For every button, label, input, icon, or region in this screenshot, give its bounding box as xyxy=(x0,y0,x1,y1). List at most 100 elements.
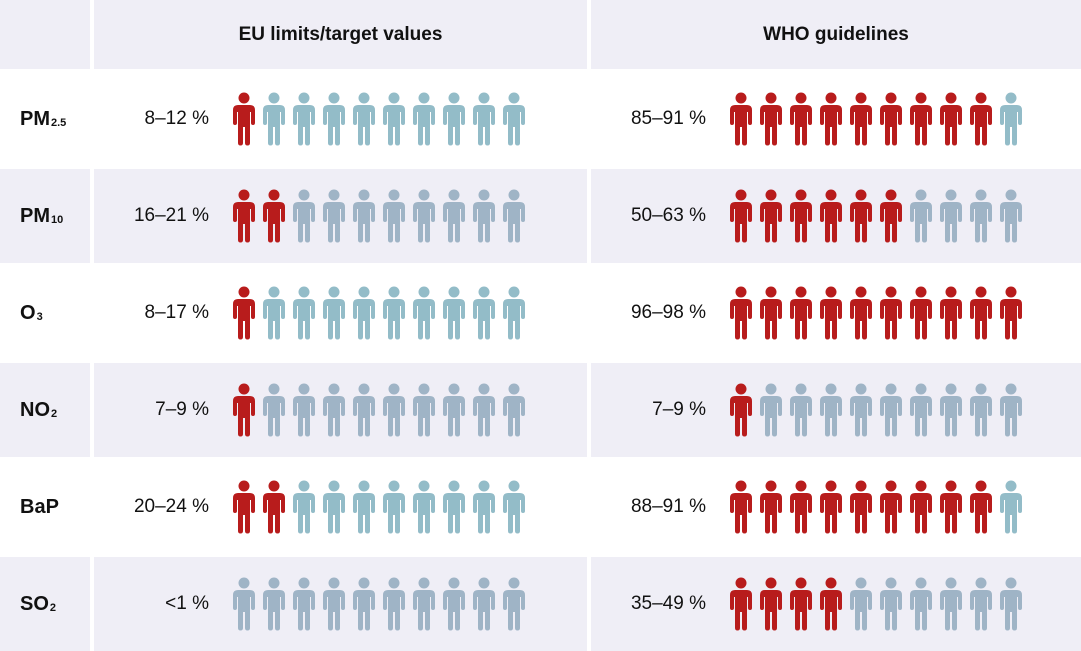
person-icon-unaffected xyxy=(1000,383,1022,437)
person-icon-unaffected xyxy=(503,189,525,243)
person-icon-affected xyxy=(970,92,992,146)
who-percentage-label: 96–98 % xyxy=(630,302,706,323)
who-cell: 7–9 % xyxy=(591,363,1081,457)
person-icon-unaffected xyxy=(970,383,992,437)
person-icon-unaffected xyxy=(910,189,932,243)
person-icon-affected xyxy=(263,480,285,534)
person-icon-unaffected xyxy=(503,286,525,340)
eu-percentage-label: 16–21 % xyxy=(133,205,209,226)
person-icon-affected xyxy=(820,286,842,340)
person-icon-unaffected xyxy=(760,383,782,437)
person-icon-affected xyxy=(760,92,782,146)
eu-percentage-label: 8–12 % xyxy=(144,108,209,129)
person-icon-affected xyxy=(820,92,842,146)
person-icon-unaffected xyxy=(443,480,465,534)
person-icon-unaffected xyxy=(383,92,405,146)
pollutant-subscript: 2 xyxy=(51,408,58,420)
person-icon-affected xyxy=(850,286,872,340)
person-icon-unaffected xyxy=(413,480,435,534)
person-icon-affected xyxy=(790,189,812,243)
person-icon-affected xyxy=(730,577,752,631)
pollutant-name: SO xyxy=(20,592,49,615)
person-icon-unaffected xyxy=(353,480,375,534)
person-icon-unaffected xyxy=(910,383,932,437)
person-icon-unaffected xyxy=(413,286,435,340)
pollutant-label: PM 2.5 xyxy=(0,72,90,166)
person-icon-unaffected xyxy=(473,480,495,534)
person-icon-unaffected xyxy=(383,189,405,243)
person-icon-affected xyxy=(880,286,902,340)
person-icon-affected xyxy=(790,577,812,631)
person-icon-affected xyxy=(233,286,255,340)
person-icon-affected xyxy=(760,286,782,340)
who-pictogram xyxy=(726,286,1026,340)
person-icon-unaffected xyxy=(1000,480,1022,534)
person-icon-affected xyxy=(970,286,992,340)
person-icon-unaffected xyxy=(910,577,932,631)
person-icon-unaffected xyxy=(323,286,345,340)
person-icon-unaffected xyxy=(323,480,345,534)
pollutant-subscript: 2.5 xyxy=(51,117,67,129)
person-icon-unaffected xyxy=(413,383,435,437)
person-icon-affected xyxy=(233,480,255,534)
pollutant-name: NO xyxy=(20,398,50,421)
pollutant-label: BaP xyxy=(0,460,90,554)
person-icon-affected xyxy=(940,92,962,146)
eu-percentage-label: <1 % xyxy=(165,593,209,614)
person-icon-unaffected xyxy=(353,189,375,243)
person-icon-affected xyxy=(760,577,782,631)
person-icon-unaffected xyxy=(263,577,285,631)
person-icon-affected xyxy=(940,480,962,534)
person-icon-unaffected xyxy=(383,383,405,437)
person-icon-unaffected xyxy=(353,286,375,340)
eu-pictogram xyxy=(229,577,529,631)
eu-percentage-label: 7–9 % xyxy=(155,399,209,420)
person-icon-unaffected xyxy=(503,383,525,437)
who-cell: 35–49 % xyxy=(591,557,1081,651)
person-icon-unaffected xyxy=(443,383,465,437)
person-icon-unaffected xyxy=(1000,189,1022,243)
person-icon-unaffected xyxy=(880,577,902,631)
person-icon-unaffected xyxy=(293,189,315,243)
pollutant-label: NO 2 xyxy=(0,363,90,457)
pollutant-subscript: 2 xyxy=(49,602,57,614)
who-cell: 50–63 % xyxy=(591,169,1081,263)
who-percentage-label: 85–91 % xyxy=(630,108,706,129)
person-icon-unaffected xyxy=(323,189,345,243)
person-icon-unaffected xyxy=(940,383,962,437)
person-icon-affected xyxy=(850,480,872,534)
person-icon-unaffected xyxy=(353,383,375,437)
who-column-header: WHO guidelines xyxy=(591,0,1081,69)
who-pictogram xyxy=(726,383,1026,437)
eu-column-header: EU limits/target values xyxy=(94,0,587,69)
eu-pictogram xyxy=(229,480,529,534)
person-icon-unaffected xyxy=(1000,577,1022,631)
person-icon-affected xyxy=(850,189,872,243)
person-icon-unaffected xyxy=(353,577,375,631)
person-icon-unaffected xyxy=(503,92,525,146)
person-icon-affected xyxy=(880,92,902,146)
person-icon-unaffected xyxy=(443,92,465,146)
person-icon-affected xyxy=(940,286,962,340)
pollutant-subscript: 3 xyxy=(36,311,43,323)
person-icon-unaffected xyxy=(503,480,525,534)
person-icon-affected xyxy=(233,383,255,437)
person-icon-unaffected xyxy=(293,480,315,534)
person-icon-affected xyxy=(1000,286,1022,340)
eu-cell: 8–12 % xyxy=(94,72,587,166)
person-icon-affected xyxy=(880,189,902,243)
who-cell: 88–91 % xyxy=(591,460,1081,554)
person-icon-affected xyxy=(730,480,752,534)
person-icon-affected xyxy=(263,189,285,243)
person-icon-unaffected xyxy=(293,92,315,146)
eu-pictogram xyxy=(229,383,529,437)
eu-cell: 7–9 % xyxy=(94,363,587,457)
who-percentage-label: 7–9 % xyxy=(652,399,706,420)
person-icon-unaffected xyxy=(473,286,495,340)
person-icon-affected xyxy=(790,286,812,340)
person-icon-unaffected xyxy=(1000,92,1022,146)
eu-cell: 8–17 % xyxy=(94,266,587,360)
pollutant-name: PM xyxy=(20,204,50,227)
